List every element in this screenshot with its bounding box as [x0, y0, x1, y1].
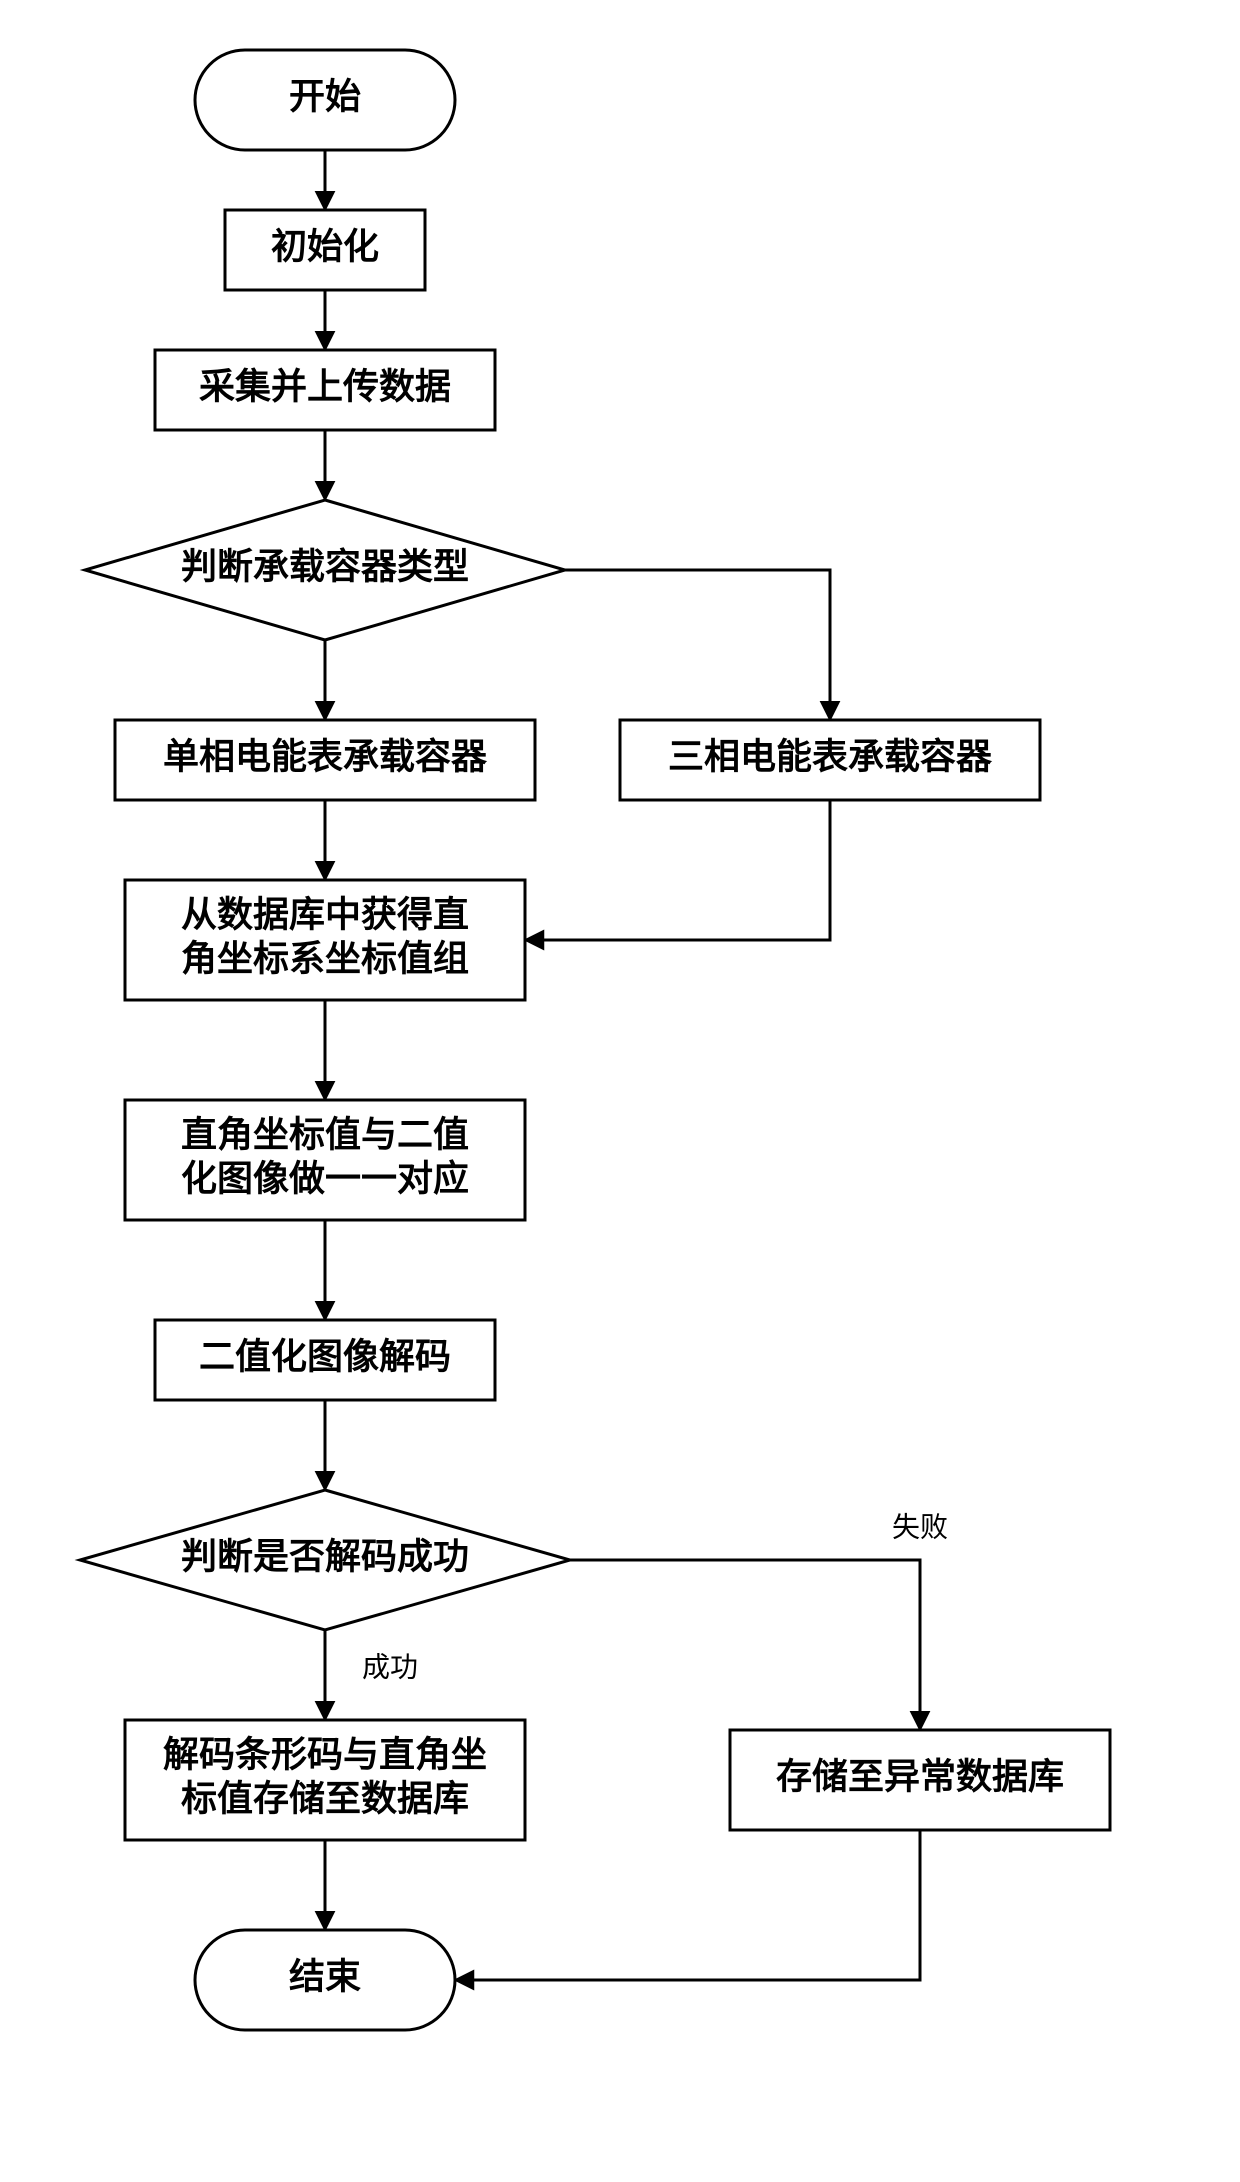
node-label: 解码条形码与直角坐	[163, 1734, 487, 1774]
node-three: 三相电能表承载容器	[620, 720, 1040, 800]
edge-judge2-abnormal	[570, 1560, 920, 1730]
edge-label: 失败	[892, 1511, 948, 1543]
node-label: 标值存储至数据库	[181, 1778, 469, 1818]
flowchart-canvas: 成功 失败 开始初始化采集并上传数据判断承载容器类型单相电能表承载容器 三相电能表承载…	[20, 20, 1240, 2162]
node-label: 直角坐标值与二值	[181, 1114, 469, 1154]
node-label: 结束	[289, 1956, 361, 1996]
node-store: 解码条形码与直角坐标值存储至数据库	[125, 1720, 525, 1840]
node-label: 判断是否解码成功	[181, 1536, 469, 1576]
node-end: 结束	[195, 1930, 455, 2030]
node-label: 三相电能表承载容器	[668, 736, 993, 776]
node-collect: 采集并上传数据	[155, 350, 495, 430]
node-judge2: 判断是否解码成功	[80, 1490, 570, 1630]
node-label: 二值化图像解码	[199, 1336, 451, 1376]
node-start: 开始	[195, 50, 455, 150]
edge-three-getcoord	[525, 800, 830, 940]
node-label: 化图像做一一对应	[181, 1158, 469, 1198]
node-single: 单相电能表承载容器	[115, 720, 535, 800]
node-label: 单相电能表承载容器	[163, 736, 488, 776]
node-abnormal: 存储至异常数据库	[730, 1730, 1110, 1830]
node-label: 开始	[289, 76, 361, 116]
node-judge1: 判断承载容器类型	[85, 500, 565, 640]
node-decode: 二值化图像解码	[155, 1320, 495, 1400]
node-label: 存储至异常数据库	[776, 1756, 1064, 1796]
node-label: 从数据库中获得直	[181, 894, 469, 934]
node-init: 初始化	[225, 210, 425, 290]
node-label: 判断承载容器类型	[181, 546, 469, 586]
edge-judge1-three	[565, 570, 830, 720]
node-label: 初始化	[271, 226, 379, 266]
node-label: 采集并上传数据	[199, 366, 451, 406]
node-getcoord: 从数据库中获得直角坐标系坐标值组	[125, 880, 525, 1000]
edge-label: 成功	[362, 1651, 418, 1683]
edge-abnormal-end	[455, 1830, 920, 1980]
node-label: 角坐标系坐标值组	[181, 938, 469, 978]
node-map: 直角坐标值与二值化图像做一一对应	[125, 1100, 525, 1220]
